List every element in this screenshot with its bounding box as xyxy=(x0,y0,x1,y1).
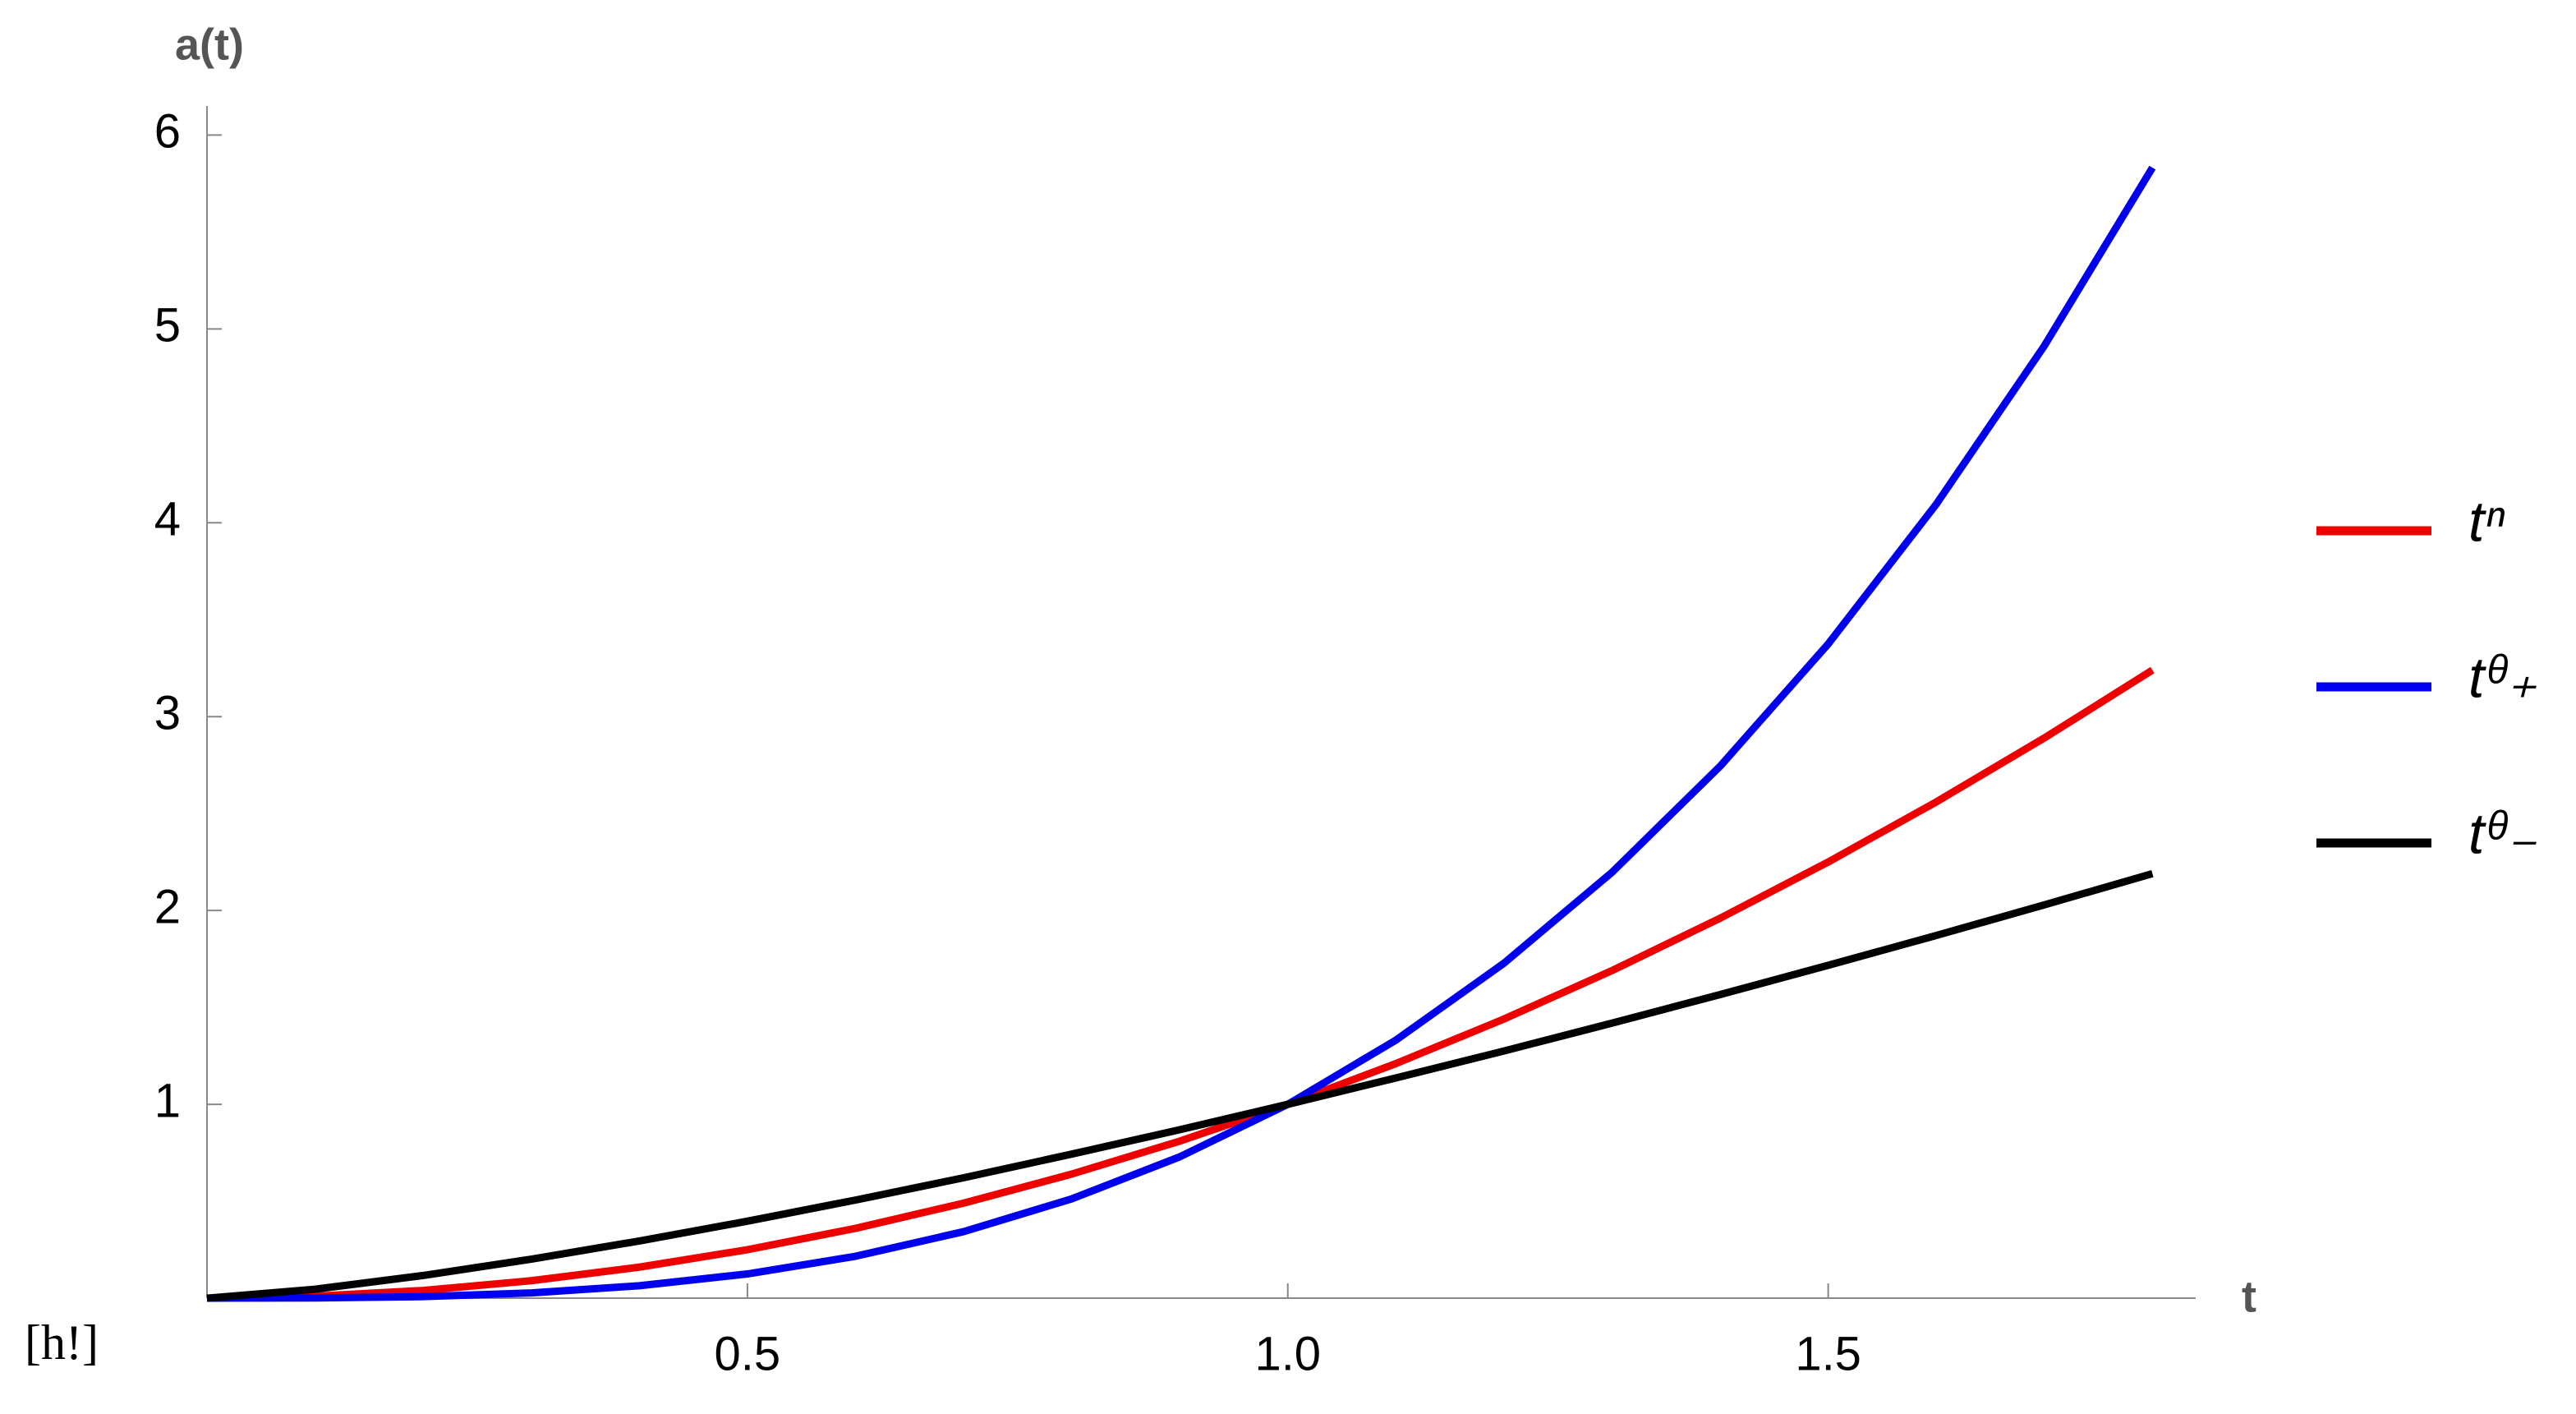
y-tick-label: 4 xyxy=(154,493,181,546)
x-axis-label: t xyxy=(2242,1272,2256,1321)
y-tick-label: 1 xyxy=(154,1074,181,1127)
y-tick-label: 5 xyxy=(154,299,181,352)
line-series xyxy=(206,869,2154,1302)
annotation: [h!] xyxy=(25,1315,99,1370)
y-tick-label: 3 xyxy=(154,687,181,740)
x-tick-label: 1.0 xyxy=(1254,1327,1321,1380)
x-tick-label: 1.5 xyxy=(1795,1327,1861,1380)
y-axis-label: a(t) xyxy=(175,20,244,69)
legend-label: tᶿ₊ xyxy=(2468,645,2537,709)
y-tick-label: 6 xyxy=(154,105,181,159)
legend-label: tᶿ₋ xyxy=(2468,801,2537,865)
line-series xyxy=(206,165,2156,1302)
y-tick-label: 2 xyxy=(154,880,181,933)
line-series xyxy=(206,666,2155,1302)
x-tick-label: 0.5 xyxy=(715,1327,781,1380)
legend-label: tⁿ xyxy=(2468,489,2505,553)
